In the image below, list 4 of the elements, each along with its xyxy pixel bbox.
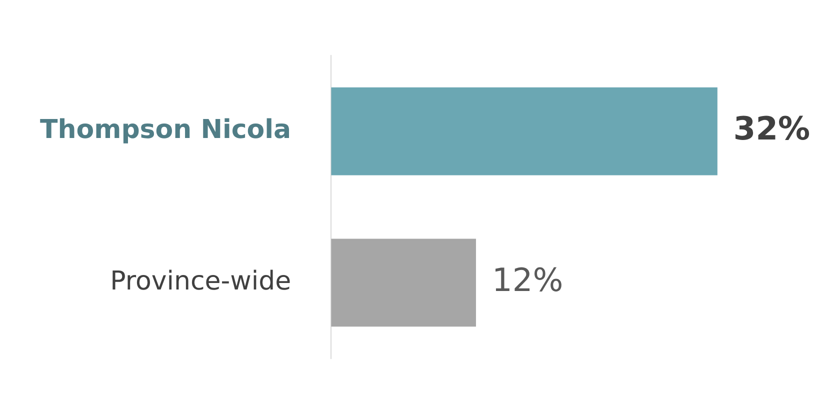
data-label: 32% bbox=[733, 110, 810, 148]
data-label: 12% bbox=[492, 261, 564, 300]
y-tick-label: Thompson Nicola bbox=[40, 115, 292, 146]
y-tick-label: Province-wide bbox=[110, 266, 292, 296]
